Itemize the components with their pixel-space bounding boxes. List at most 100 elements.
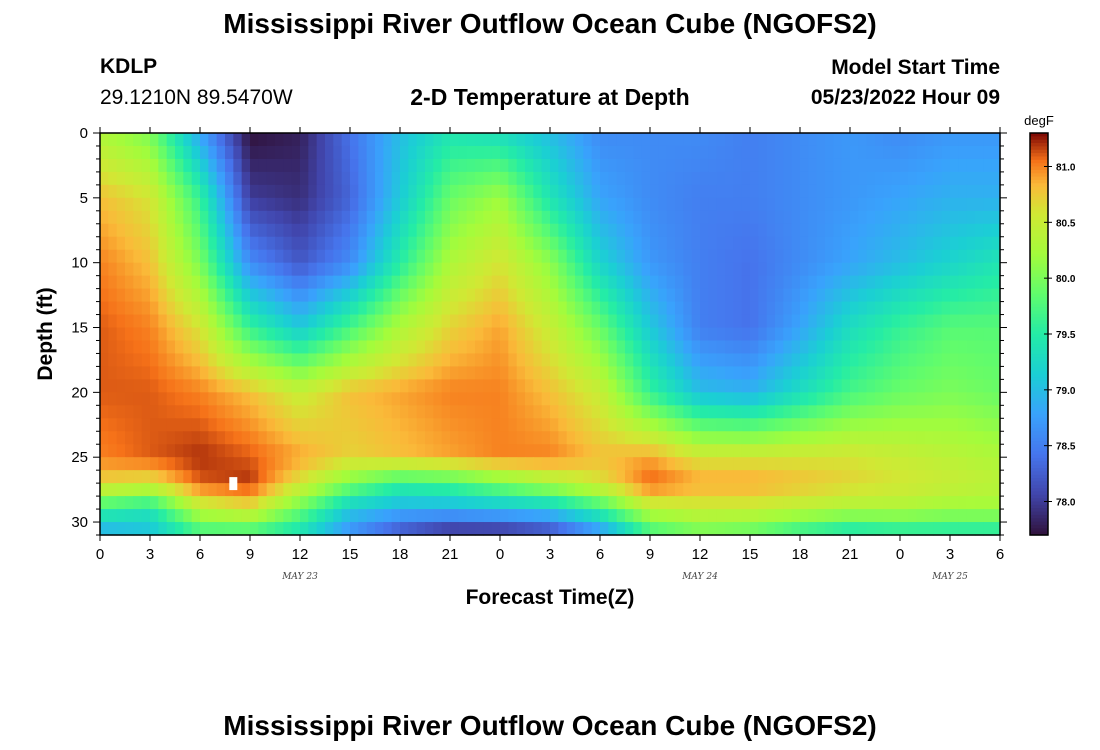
heatmap-cell [300,145,309,160]
heatmap-cell [675,431,684,445]
heatmap-cell [883,483,893,497]
heatmap-cell [575,418,584,432]
heatmap-cell [558,509,568,523]
heatmap-cell [416,133,426,147]
colorbar-segment [1030,504,1048,509]
heatmap-cell [800,301,809,316]
heatmap-cell [166,392,176,406]
heatmap-cell [608,392,618,406]
heatmap-cell [600,158,609,173]
heatmap-cell [741,340,751,355]
heatmap-cell [166,133,176,147]
heatmap-cell [666,171,676,186]
heatmap-cell [175,340,184,355]
x-tick-label: 15 [742,546,759,563]
heatmap-cell [716,509,726,523]
heatmap-cell [108,405,118,419]
heatmap-cell [308,509,318,523]
heatmap-cell [166,275,176,290]
heatmap-cell [250,223,259,238]
heatmap-cell [700,145,709,160]
colorbar-segment [1030,447,1048,452]
heatmap-cell [183,457,193,471]
heatmap-cell [375,366,384,380]
heatmap-cell [991,340,1001,355]
heatmap-cell [666,457,676,471]
heatmap-cell [350,353,359,368]
heatmap-cell [108,418,118,432]
heatmap-cell [641,210,651,225]
heatmap-cell [400,496,409,510]
heatmap-cell [558,145,568,160]
heatmap-cell [100,210,109,225]
heatmap-cell [141,301,151,316]
heatmap-cell [791,509,801,523]
heatmap-cell [816,158,826,173]
heatmap-cell [308,249,318,264]
heatmap-cell [625,496,634,510]
heatmap-cell [900,262,909,277]
heatmap-cell [175,249,184,264]
heatmap-cell [958,197,968,212]
heatmap-cell [691,483,701,497]
heatmap-cell [858,327,868,342]
heatmap-cell [891,392,901,406]
heatmap-cell [150,184,159,199]
heatmap-cell [975,340,984,355]
heatmap-cell [816,288,826,303]
heatmap-cell [266,158,276,173]
heatmap-cell [258,340,268,355]
heatmap-cell [450,509,459,523]
heatmap-cell [825,236,834,251]
heatmap-cell [950,197,959,212]
colorbar-segment [1030,528,1048,533]
heatmap-cell [541,133,551,147]
heatmap-cell [533,197,543,212]
heatmap-cell [633,288,643,303]
heatmap-cell [941,366,951,380]
heatmap-cell [966,133,976,147]
heatmap-cell [433,275,443,290]
x-tick-label: 9 [646,546,654,563]
heatmap-cell [600,145,609,160]
heatmap-cell [216,340,226,355]
heatmap-cell [133,457,143,471]
heatmap-cell [108,392,118,406]
heatmap-cell [675,457,684,471]
heatmap-cell [675,236,684,251]
heatmap-cell [325,366,334,380]
heatmap-cell [200,353,209,368]
heatmap-cell [600,223,609,238]
heatmap-cell [183,223,193,238]
heatmap-cell [766,314,776,329]
heatmap-cell [108,210,118,225]
heatmap-cell [633,405,643,419]
heatmap-cell [141,379,151,393]
heatmap-cell [358,496,368,510]
heatmap-cell [700,158,709,173]
heatmap-cell [575,158,584,173]
heatmap-cell [991,301,1001,316]
heatmap-cell [191,483,201,497]
heatmap-cell [575,314,584,329]
heatmap-cell [266,431,276,445]
colorbar-segment [1030,136,1048,141]
heatmap-cell [508,379,518,393]
heatmap-cell [350,184,359,199]
heatmap-cell [875,366,884,380]
heatmap-cell [325,379,334,393]
heatmap-cell [975,483,984,497]
heatmap-cell [616,379,626,393]
heatmap-cell [525,353,534,368]
heatmap-cell [441,314,451,329]
heatmap-cell [908,223,918,238]
heatmap-cell [275,133,284,147]
heatmap-cell [225,327,234,342]
heatmap-cell [858,457,868,471]
heatmap-cell [133,496,143,510]
heatmap-cell [691,444,701,458]
heatmap-cell [250,275,259,290]
heatmap-cell [250,470,259,484]
heatmap-cell [666,236,676,251]
heatmap-cell [108,197,118,212]
